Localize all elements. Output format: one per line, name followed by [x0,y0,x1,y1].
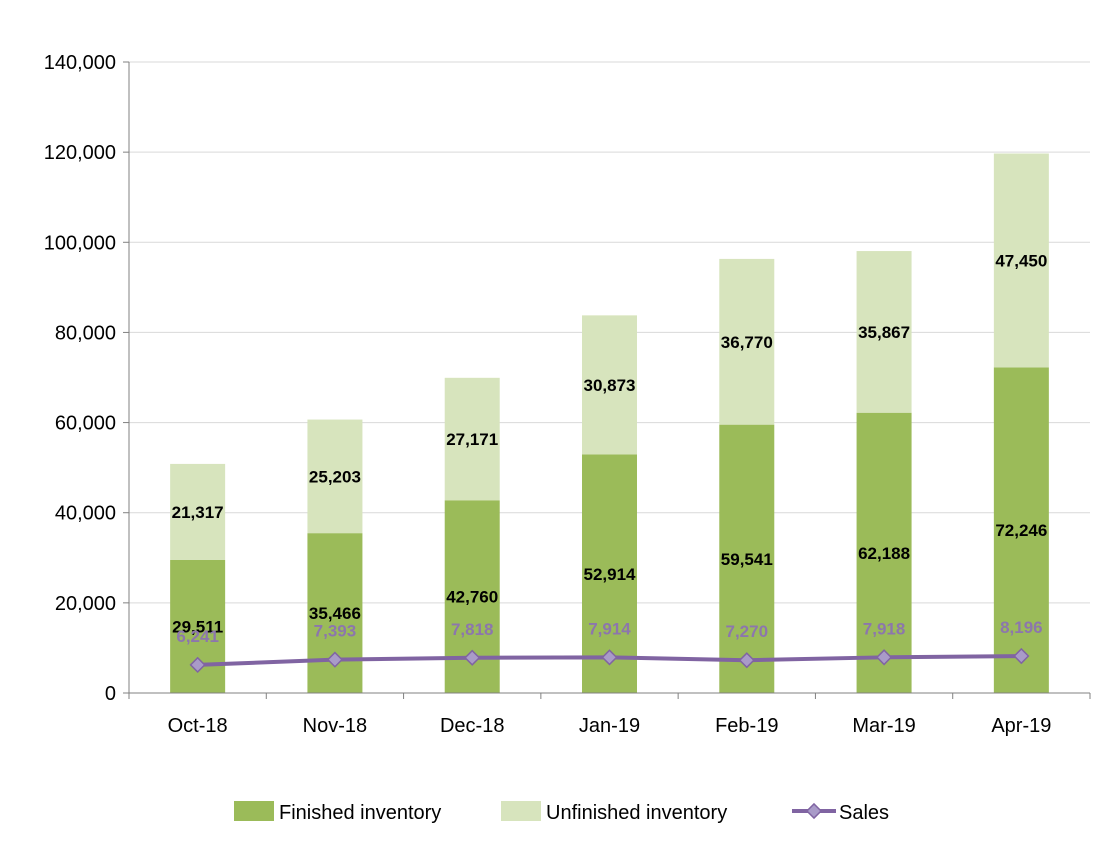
y-tick-label: 100,000 [44,232,116,254]
legend-swatch-unfinished [501,801,541,821]
y-tick-label: 0 [105,683,116,705]
data-label-finished: 72,246 [995,521,1047,540]
x-tick-label: Mar-19 [852,715,915,737]
data-label-unfinished: 35,867 [858,323,910,342]
data-label-finished: 52,914 [584,565,637,584]
sales-marker [189,656,206,674]
legend-label-finished: Finished inventory [279,802,441,824]
legend-label-sales: Sales [839,802,889,824]
bar-unfinished [444,377,500,501]
axes [128,62,1090,694]
bar-unfinished [170,463,226,560]
data-label-sales: 7,818 [451,620,494,639]
x-tick-label: Jan-19 [579,715,640,737]
data-label-unfinished: 27,171 [446,430,498,449]
y-axis-ticks: 0 20,000 40,000 60,000 80,000 100,000 120,000 1… [44,52,129,705]
y-tick-label: 20,000 [55,593,116,615]
x-tick-label: Nov-18 [303,715,367,737]
bar-unfinished [993,153,1049,368]
bar-finished [719,424,775,693]
sales-marker [738,652,755,669]
legend-swatch-sales-marker [805,802,823,820]
sales-marker [326,651,344,668]
bar-finished [993,367,1049,693]
data-label-sales: 7,393 [314,622,357,641]
legend-label-unfinished: Unfinished inventory [546,802,727,824]
data-label-finished: 62,188 [858,544,910,563]
bars [170,153,1049,693]
data-label-finished: 59,541 [721,550,773,569]
x-axis-ticks: Oct-18 Nov-18 Dec-18 Jan-19 Feb-19 Mar-19 Apr-… [128,693,1091,737]
bar-finished [856,412,912,693]
data-label-unfinished: 36,770 [721,333,773,352]
x-tick-label: Apr-19 [991,715,1051,737]
legend-swatch-finished [234,801,274,821]
y-tick-label: 40,000 [55,503,116,525]
data-label-sales: 7,918 [863,619,906,638]
x-tick-label: Feb-19 [715,715,778,737]
y-tick-label: 140,000 [44,52,116,74]
y-tick-label: 120,000 [44,142,116,164]
data-label-sales: 7,270 [726,622,769,641]
x-tick-label: Dec-18 [440,715,504,737]
sales-marker [1013,647,1030,665]
sales-marker [875,649,893,666]
data-label-finished: 29,511 [172,617,223,636]
x-tick-label: Oct-18 [168,715,228,737]
data-label-sales: 8,196 [1000,618,1043,637]
data-label-unfinished: 30,873 [584,376,636,395]
bar-unfinished [582,315,637,455]
bar-unfinished [719,258,775,425]
data-label-finished: 35,466 [309,604,361,623]
y-tick-label: 60,000 [55,413,116,435]
data-label-unfinished: 21,317 [172,503,224,522]
sales-marker [464,649,481,666]
data-label-sales: 6,241 [176,627,219,646]
y-tick-label: 80,000 [55,322,116,344]
data-label-unfinished: 47,450 [995,251,1047,270]
sales-line-series [189,647,1030,674]
data-label-unfinished: 25,203 [309,467,361,486]
sales-marker [601,649,618,666]
bar-unfinished [307,419,363,534]
data-label-sales: 7,914 [588,619,631,638]
bar-unfinished [856,251,912,413]
data-labels: 29,511 21,317 6,241 35,466 25,203 7,393 42,760… [172,251,1048,645]
data-label-finished: 42,760 [446,588,498,607]
legend: Finished inventory Unfinished inventory … [234,801,889,824]
